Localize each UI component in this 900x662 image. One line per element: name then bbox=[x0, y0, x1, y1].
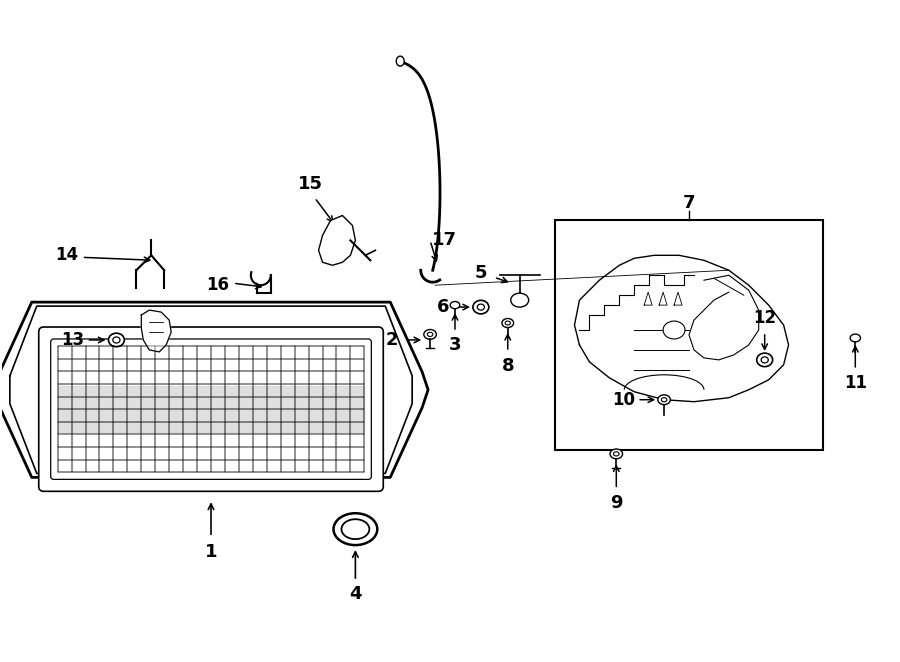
Ellipse shape bbox=[662, 398, 667, 402]
Ellipse shape bbox=[614, 451, 619, 456]
Ellipse shape bbox=[510, 293, 528, 307]
Ellipse shape bbox=[757, 353, 772, 367]
Ellipse shape bbox=[112, 337, 120, 343]
Text: 6: 6 bbox=[436, 298, 449, 316]
Ellipse shape bbox=[477, 304, 484, 310]
Text: 15: 15 bbox=[298, 175, 323, 193]
Text: 13: 13 bbox=[61, 331, 85, 349]
Text: 17: 17 bbox=[431, 232, 456, 250]
Text: 5: 5 bbox=[474, 264, 487, 282]
Text: 2: 2 bbox=[386, 331, 399, 349]
Text: 4: 4 bbox=[349, 585, 362, 603]
Ellipse shape bbox=[450, 301, 460, 308]
Text: 14: 14 bbox=[55, 246, 78, 264]
Polygon shape bbox=[319, 216, 356, 265]
Text: 7: 7 bbox=[683, 193, 695, 212]
Ellipse shape bbox=[428, 332, 433, 336]
Polygon shape bbox=[0, 302, 428, 477]
Ellipse shape bbox=[850, 334, 860, 342]
Ellipse shape bbox=[341, 519, 369, 539]
Text: 8: 8 bbox=[501, 357, 514, 375]
Text: 11: 11 bbox=[844, 374, 867, 392]
Text: 12: 12 bbox=[753, 309, 776, 327]
Ellipse shape bbox=[658, 395, 670, 404]
Ellipse shape bbox=[334, 513, 377, 545]
Polygon shape bbox=[141, 310, 171, 352]
Ellipse shape bbox=[424, 330, 436, 339]
Ellipse shape bbox=[761, 357, 769, 363]
Ellipse shape bbox=[610, 449, 623, 459]
Ellipse shape bbox=[108, 333, 124, 347]
Text: 1: 1 bbox=[205, 543, 217, 561]
Polygon shape bbox=[58, 387, 365, 432]
Text: 16: 16 bbox=[206, 276, 230, 294]
Text: 10: 10 bbox=[612, 391, 634, 408]
Polygon shape bbox=[574, 256, 788, 402]
Ellipse shape bbox=[663, 321, 685, 339]
Ellipse shape bbox=[472, 301, 489, 314]
Ellipse shape bbox=[505, 321, 510, 325]
Bar bbox=[554, 220, 824, 449]
Ellipse shape bbox=[396, 56, 404, 66]
Text: 3: 3 bbox=[449, 336, 461, 354]
Text: 9: 9 bbox=[610, 495, 623, 512]
FancyBboxPatch shape bbox=[50, 339, 372, 479]
Ellipse shape bbox=[502, 318, 514, 328]
FancyBboxPatch shape bbox=[39, 327, 383, 491]
